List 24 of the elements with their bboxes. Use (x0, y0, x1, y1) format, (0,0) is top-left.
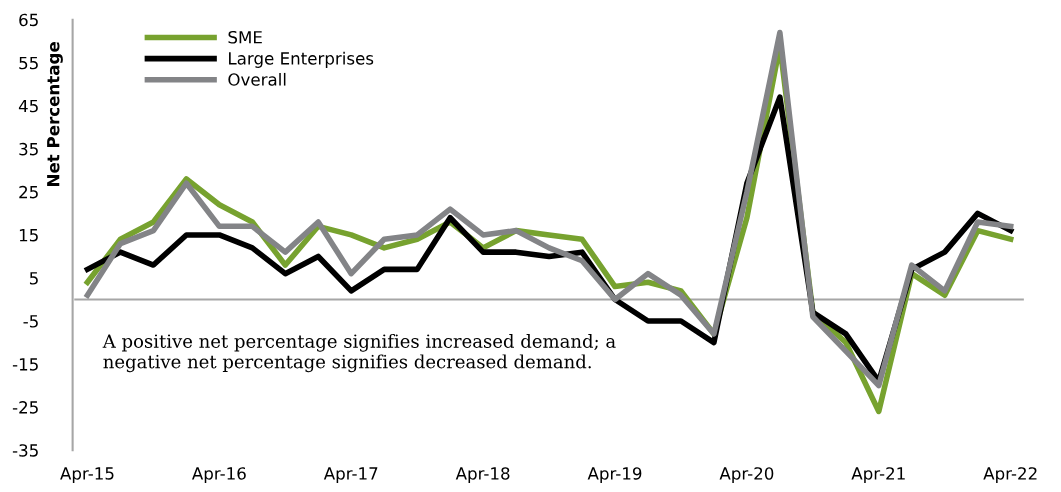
x-tick-label: Apr-20 (719, 467, 774, 483)
legend-label: Large Enterprises (229, 51, 374, 68)
legend-label: SME (228, 30, 262, 44)
y-tick-label: 25 (19, 185, 38, 199)
x-tick-label: Apr-19 (587, 467, 642, 483)
x-tick-label: Apr-16 (191, 467, 246, 483)
y-tick-label: 45 (18, 99, 38, 113)
x-tick-label: Apr-18 (455, 467, 510, 483)
x-tick-label: Apr-17 (323, 467, 378, 483)
y-tick-label: -15 (12, 358, 38, 371)
y-tick-label: 15 (19, 229, 38, 242)
annotation: A positive net percentage signifies increased demand; a negative net percentage signifies decreased demand. (102, 333, 616, 373)
y-tick-label: -5 (23, 315, 38, 328)
y-tick-label: 35 (19, 142, 38, 156)
x-tick-label: Apr-21 (851, 467, 905, 483)
y-tick-label: 55 (19, 56, 38, 70)
y-tick-label: 5 (29, 272, 38, 285)
y-axis-title: Net Percentage (47, 42, 63, 186)
y-tick-label: -25 (12, 401, 38, 414)
x-tick-label: Apr-15 (60, 467, 114, 483)
y-tick-label: 65 (19, 13, 38, 27)
legend-label: Overall (228, 72, 286, 86)
x-tick-label: Apr-22 (983, 467, 1037, 483)
y-tick-label: -35 (12, 444, 38, 457)
